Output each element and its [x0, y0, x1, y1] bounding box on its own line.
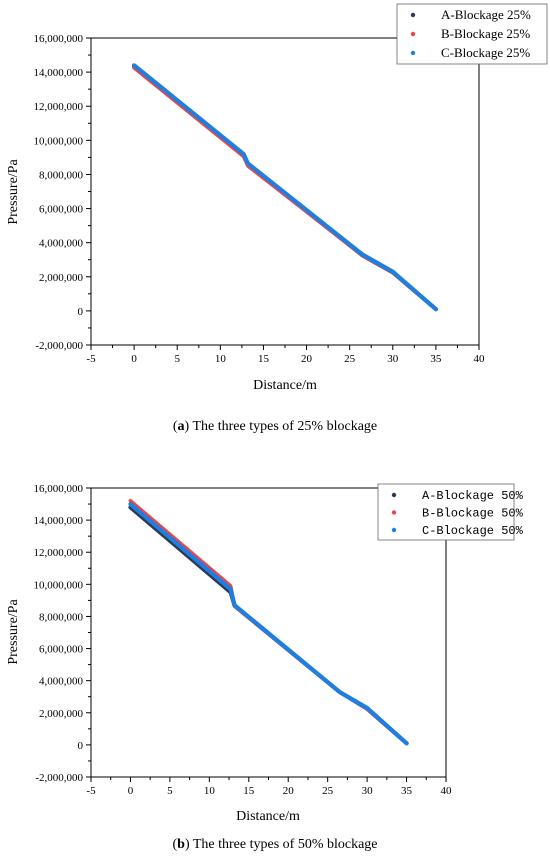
legend-label-c: C-Blockage 25% — [441, 45, 530, 60]
y-tick-label: 6,000,000 — [39, 204, 84, 216]
caption-b: (b) The three types of 50% blockage — [172, 837, 378, 852]
y-tick-label: 10,000,000 — [34, 579, 84, 591]
x-tick-label: 35 — [401, 785, 413, 797]
y-tick-label: 8,000,000 — [39, 169, 84, 181]
x-tick-label: 20 — [301, 353, 313, 365]
x-tick-label: 40 — [441, 785, 453, 797]
x-axis-title: Distance/m — [253, 378, 317, 393]
y-tick-label: 2,000,000 — [39, 272, 84, 284]
legend-label-a: A-Blockage 25% — [441, 7, 531, 22]
legend-marker-c — [410, 50, 416, 56]
y-axis-title: Pressure/Pa — [6, 599, 21, 665]
x-tick-label: 10 — [204, 785, 216, 797]
series-line-c — [128, 502, 409, 746]
legend-label-b: B-Blockage 50% — [422, 507, 524, 521]
legend-label-c: C-Blockage 50% — [422, 524, 524, 538]
chart-a: -5 0 5 10 15 20 25 30 35 40 -2,000,000 0 2,000,000 4… — [6, 3, 548, 393]
caption-text: The three types of 25% blockage — [189, 419, 378, 434]
y-tick-label: 10,000,000 — [34, 135, 84, 147]
legend-marker-b — [391, 510, 397, 515]
y-tick-label: 14,000,000 — [34, 515, 84, 527]
y-tick-label: 0 — [78, 740, 84, 752]
y-tick-label: 12,000,000 — [34, 101, 84, 113]
series-line-c — [132, 63, 438, 312]
y-tick-label: 0 — [78, 306, 84, 318]
x-tick-label: 35 — [430, 353, 442, 365]
legend-marker-b — [410, 31, 416, 37]
legend: A-Blockage 50% B-Blockage 50% C-Blockage 5… — [377, 483, 524, 541]
x-tick-label: 30 — [362, 785, 374, 797]
legend-label-b: B-Blockage 25% — [441, 26, 530, 41]
y-tick-label: 6,000,000 — [39, 644, 84, 656]
y-tick-label: 2,000,000 — [39, 708, 84, 720]
y-axis-title: Pressure/Pa — [6, 159, 21, 225]
x-tick-label: 20 — [283, 785, 295, 797]
legend-marker-a — [391, 492, 397, 498]
caption-text: The three types of 50% blockage — [189, 837, 378, 852]
x-tick-label: 0 — [128, 785, 134, 797]
caption-label: b — [177, 837, 185, 852]
x-tick-label: 15 — [258, 353, 270, 365]
y-tick-label: 16,000,000 — [34, 483, 84, 495]
x-tick-label: 0 — [131, 353, 137, 365]
y-tick-label: 14,000,000 — [34, 67, 84, 79]
legend-marker-a — [410, 12, 416, 18]
y-tick-label: 12,000,000 — [34, 547, 84, 559]
x-tick-label: 15 — [243, 785, 255, 797]
y-tick-label: 4,000,000 — [39, 238, 84, 250]
legend-box — [396, 3, 548, 65]
caption-label: a — [177, 419, 185, 434]
legend-label-a: A-Blockage 50% — [422, 489, 524, 503]
x-tick-label: -5 — [86, 785, 96, 797]
x-tick-label: 25 — [344, 353, 356, 365]
caption-a: (a) The three types of 25% blockage — [172, 419, 378, 434]
y-tick-label: 16,000,000 — [34, 33, 84, 45]
y-tick-label: 8,000,000 — [39, 611, 84, 623]
legend-box — [377, 483, 515, 541]
x-tick-label: 30 — [387, 353, 399, 365]
legend: A-Blockage 25% B-Blockage 25% C-Blockage 2… — [396, 3, 548, 65]
x-tick-label: 5 — [167, 785, 173, 797]
y-tick-label: 4,000,000 — [39, 676, 84, 688]
x-axis-title: Distance/m — [236, 809, 300, 824]
x-tick-label: -5 — [86, 353, 96, 365]
legend-marker-c — [391, 527, 397, 533]
x-tick-label: 10 — [215, 353, 227, 365]
x-tick-label: 25 — [322, 785, 334, 797]
y-tick-label: -2,000,000 — [35, 340, 83, 352]
x-tick-label: 5 — [174, 353, 180, 365]
y-tick-label: -2,000,000 — [35, 772, 83, 784]
chart-b: -5 0 5 10 15 20 25 30 35 40 -2,000,000 0 2,000,000 4… — [6, 483, 524, 824]
x-tick-label: 40 — [474, 353, 486, 365]
